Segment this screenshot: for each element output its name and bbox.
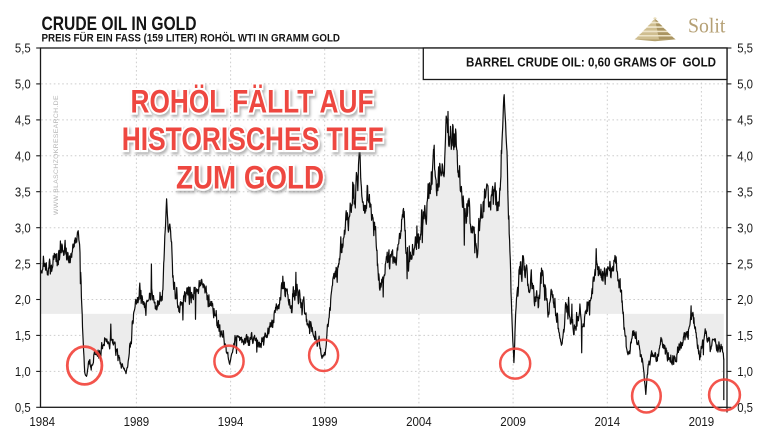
- svg-text:1,0: 1,0: [737, 364, 753, 379]
- svg-text:2,5: 2,5: [15, 256, 31, 271]
- svg-text:4,5: 4,5: [737, 113, 753, 128]
- svg-text:BARREL CRUDE OIL: 0,60 GRAMS O: BARREL CRUDE OIL: 0,60 GRAMS OF GOLD: [466, 54, 716, 69]
- svg-text:4,0: 4,0: [15, 149, 31, 164]
- svg-text:5,0: 5,0: [737, 77, 753, 92]
- svg-text:1994: 1994: [218, 414, 244, 429]
- svg-text:3,5: 3,5: [737, 184, 753, 199]
- svg-text:PREIS FÜR EIN FASS (159 LITER): PREIS FÜR EIN FASS (159 LITER) ROHÖL WTI…: [42, 32, 341, 45]
- svg-text:2014: 2014: [595, 414, 621, 429]
- svg-text:1984: 1984: [29, 414, 55, 429]
- svg-text:5,5: 5,5: [15, 41, 31, 56]
- svg-text:WWW.BLASCHZOKRESEARCH.DE: WWW.BLASCHZOKRESEARCH.DE: [53, 95, 60, 215]
- svg-text:1989: 1989: [124, 414, 150, 429]
- svg-text:3,0: 3,0: [737, 220, 753, 235]
- svg-text:1,5: 1,5: [737, 328, 753, 343]
- svg-text:4,0: 4,0: [737, 149, 753, 164]
- svg-text:HISTORISCHES TIEF: HISTORISCHES TIEF: [122, 121, 384, 157]
- svg-text:5,0: 5,0: [15, 77, 31, 92]
- svg-text:0,5: 0,5: [737, 400, 753, 415]
- svg-text:3,0: 3,0: [15, 220, 31, 235]
- svg-text:CRUDE OIL IN GOLD: CRUDE OIL IN GOLD: [42, 13, 197, 35]
- svg-text:ZUM GOLD: ZUM GOLD: [176, 160, 324, 196]
- svg-text:0,5: 0,5: [15, 400, 31, 415]
- svg-text:ROHÖL FÄLLT AUF: ROHÖL FÄLLT AUF: [131, 83, 374, 119]
- svg-text:2,0: 2,0: [15, 292, 31, 307]
- svg-text:2,0: 2,0: [737, 292, 753, 307]
- svg-text:5,5: 5,5: [737, 41, 753, 56]
- svg-text:2009: 2009: [500, 414, 526, 429]
- svg-text:1,0: 1,0: [15, 364, 31, 379]
- svg-text:2004: 2004: [406, 414, 432, 429]
- svg-text:Solit: Solit: [688, 14, 726, 38]
- svg-text:1999: 1999: [312, 414, 338, 429]
- svg-text:2,5: 2,5: [737, 256, 753, 271]
- svg-text:4,5: 4,5: [15, 113, 31, 128]
- svg-text:1,5: 1,5: [15, 328, 31, 343]
- svg-text:3,5: 3,5: [15, 184, 31, 199]
- svg-text:2019: 2019: [689, 414, 715, 429]
